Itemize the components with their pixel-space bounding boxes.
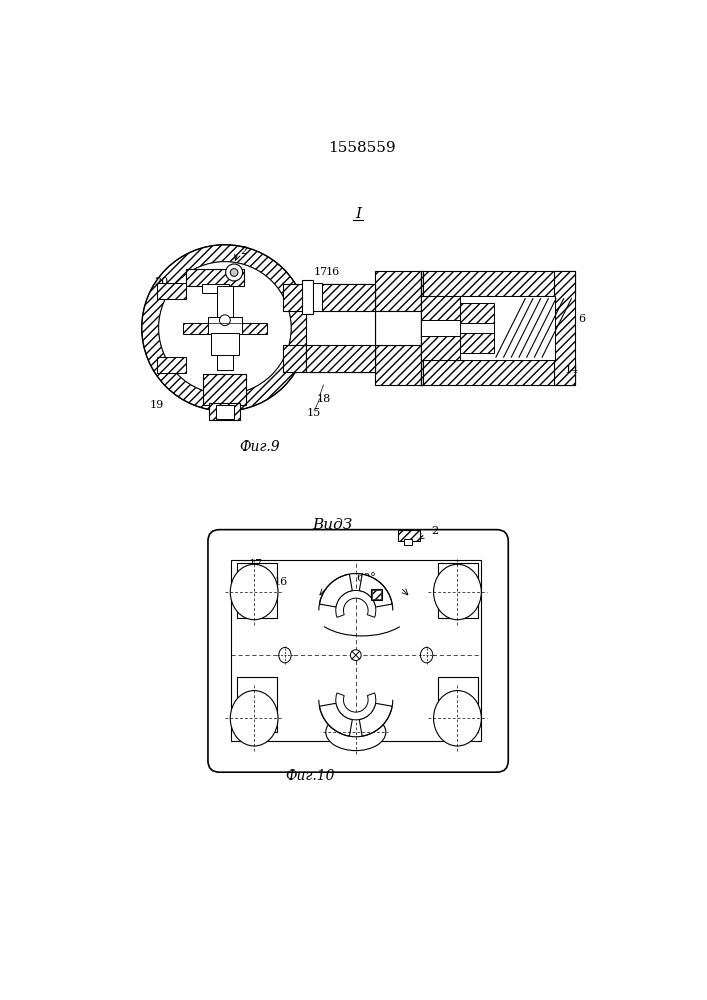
Bar bbox=[438, 677, 478, 732]
Text: 20: 20 bbox=[155, 277, 169, 287]
Bar bbox=[209, 403, 240, 420]
Bar bbox=[460, 323, 494, 333]
Bar bbox=[438, 563, 478, 618]
Bar bbox=[217, 286, 233, 370]
Text: 1558559: 1558559 bbox=[328, 141, 396, 155]
Text: 17: 17 bbox=[249, 559, 263, 569]
Text: ВидЗ: ВидЗ bbox=[312, 518, 353, 532]
Bar bbox=[371, 589, 382, 600]
Bar bbox=[421, 360, 575, 385]
Ellipse shape bbox=[230, 564, 278, 620]
Bar bbox=[157, 357, 187, 373]
Bar bbox=[204, 374, 246, 405]
Bar bbox=[157, 283, 187, 299]
Bar bbox=[283, 284, 305, 311]
Text: Фиг.10: Фиг.10 bbox=[285, 769, 334, 783]
Bar bbox=[421, 336, 460, 360]
Bar bbox=[404, 539, 412, 545]
Bar bbox=[187, 269, 244, 286]
Wedge shape bbox=[359, 574, 392, 607]
Ellipse shape bbox=[326, 714, 386, 751]
Text: 15: 15 bbox=[306, 408, 320, 418]
Ellipse shape bbox=[230, 691, 278, 746]
Bar bbox=[375, 345, 423, 385]
Text: 14: 14 bbox=[565, 365, 579, 375]
Bar bbox=[312, 283, 322, 311]
Ellipse shape bbox=[433, 564, 481, 620]
Ellipse shape bbox=[279, 647, 291, 663]
Text: 60°: 60° bbox=[356, 573, 375, 583]
Bar bbox=[460, 333, 494, 353]
Bar bbox=[421, 271, 575, 296]
Bar bbox=[421, 296, 460, 320]
Text: 18: 18 bbox=[317, 394, 332, 404]
Circle shape bbox=[158, 262, 291, 394]
Bar bbox=[460, 303, 494, 323]
Bar bbox=[283, 345, 305, 372]
Bar bbox=[305, 284, 375, 311]
Text: Фиг.9: Фиг.9 bbox=[239, 440, 280, 454]
Wedge shape bbox=[359, 703, 392, 736]
Bar bbox=[302, 280, 312, 314]
Text: 6: 6 bbox=[578, 314, 585, 324]
Text: 3: 3 bbox=[362, 327, 369, 337]
Bar bbox=[211, 333, 239, 355]
Circle shape bbox=[230, 269, 238, 276]
Bar bbox=[421, 320, 460, 336]
Bar bbox=[372, 590, 381, 599]
Text: 16: 16 bbox=[325, 267, 340, 277]
Bar bbox=[421, 296, 555, 360]
Text: 19: 19 bbox=[150, 400, 164, 410]
Bar bbox=[305, 345, 375, 372]
Circle shape bbox=[226, 264, 243, 281]
Bar bbox=[231, 560, 481, 741]
Text: 17: 17 bbox=[313, 267, 327, 277]
Wedge shape bbox=[336, 590, 376, 617]
Bar bbox=[238, 677, 277, 732]
Bar bbox=[375, 271, 423, 311]
Wedge shape bbox=[320, 703, 352, 736]
Bar bbox=[182, 323, 267, 334]
Text: I: I bbox=[355, 207, 361, 221]
Bar bbox=[238, 563, 277, 618]
Wedge shape bbox=[336, 693, 376, 720]
Circle shape bbox=[219, 315, 230, 326]
Ellipse shape bbox=[433, 691, 481, 746]
Text: 2: 2 bbox=[431, 526, 438, 536]
Bar bbox=[398, 530, 420, 541]
Circle shape bbox=[141, 245, 308, 411]
Circle shape bbox=[351, 650, 361, 661]
Text: 2: 2 bbox=[240, 246, 247, 256]
Wedge shape bbox=[320, 574, 352, 607]
Bar bbox=[216, 405, 234, 419]
Text: 16: 16 bbox=[274, 577, 288, 587]
Bar bbox=[208, 317, 242, 334]
Ellipse shape bbox=[421, 647, 433, 663]
FancyBboxPatch shape bbox=[208, 530, 508, 772]
Bar bbox=[554, 271, 575, 385]
Bar bbox=[375, 311, 423, 345]
Bar bbox=[201, 284, 229, 293]
Bar bbox=[305, 284, 375, 372]
